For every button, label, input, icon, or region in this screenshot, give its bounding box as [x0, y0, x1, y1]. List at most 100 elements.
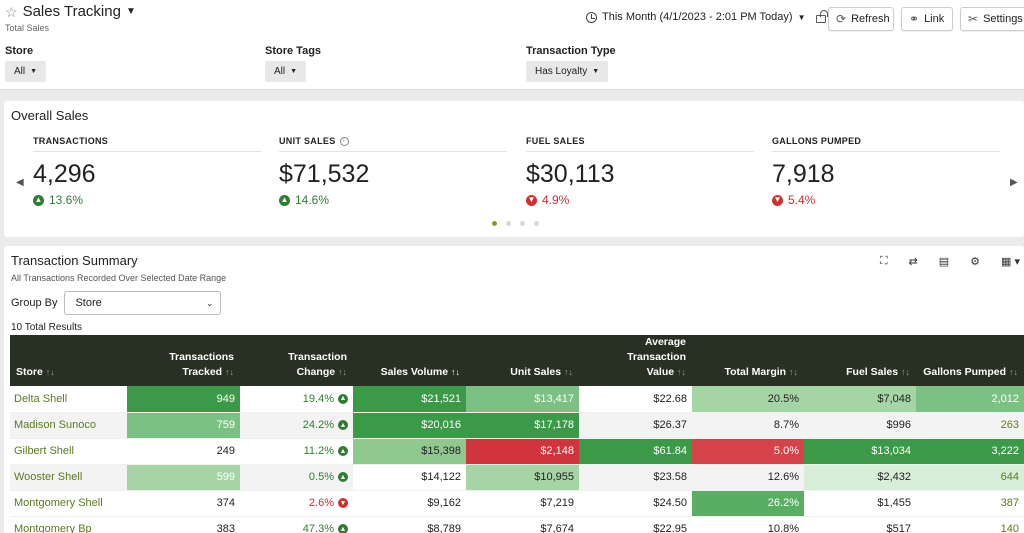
store-link[interactable]: Madison Sunoco [10, 412, 127, 439]
arrow-up-icon: ▲ [33, 194, 44, 206]
kpi-transactions: TRANSACTIONS 4,296 ▲ 13.6% [33, 136, 261, 207]
kpi-change: ▲ 14.6% [279, 193, 330, 207]
carousel-pager [492, 221, 539, 226]
settings-button[interactable]: ✂ Settings [960, 7, 1024, 31]
arrow-down-icon: ▼ [772, 194, 783, 206]
arrow-up-icon: ▲ [338, 420, 348, 430]
cell-fuel-sales: $13,034 [804, 438, 916, 465]
cell-tracked: 374 [127, 490, 240, 517]
cell-gallons: 644 [916, 464, 1024, 491]
kpi-unit-sales: UNIT SALES i $71,532 ▲ 14.6% [279, 136, 507, 207]
cell-unit-sales: $7,674 [466, 516, 579, 533]
cell-tracked: 759 [127, 412, 240, 439]
pager-dot[interactable] [520, 221, 525, 226]
star-icon[interactable]: ☆ [5, 3, 18, 20]
store-link[interactable]: Wooster Shell [10, 464, 127, 491]
info-icon[interactable]: i [339, 136, 349, 146]
refresh-button[interactable]: ⟳ Refresh [828, 7, 894, 31]
cell-avg-value: $22.68 [579, 386, 692, 413]
cell-tracked: 383 [127, 516, 240, 533]
cell-fuel-sales: $517 [804, 516, 916, 533]
carousel-prev-icon[interactable]: ◀ [16, 177, 24, 188]
summary-subtitle: All Transactions Recorded Over Selected … [11, 273, 227, 283]
cell-change: 24.2% ▲ [240, 412, 353, 439]
cell-fuel-sales: $7,048 [804, 386, 916, 413]
carousel-next-icon[interactable]: ▶ [1010, 177, 1018, 188]
gear-icon[interactable]: ⚙ [970, 256, 981, 268]
store-tags-filter-dropdown[interactable]: All ▼ [265, 61, 307, 82]
column-header-fuel-sales[interactable]: Fuel Sales ↑↓ [804, 335, 916, 386]
cell-margin: 5.0% [692, 438, 804, 465]
cell-unit-sales: $7,219 [466, 490, 579, 517]
store-link[interactable]: Gilbert Shell [10, 438, 127, 465]
transaction-type-filter-value: Has Loyalty [535, 66, 588, 77]
link-label: Link [924, 13, 945, 25]
pager-dot[interactable] [534, 221, 539, 226]
overall-sales-panel: Overall Sales ◀ ▶ TRANSACTIONS 4,296 ▲ 1… [4, 101, 1024, 237]
sort-icon: ↑↓ [789, 367, 798, 377]
cell-margin: 8.7% [692, 412, 804, 439]
cell-sales-volume: $8,789 [353, 516, 466, 533]
column-header-transaction-change[interactable]: Transaction Change ↑↓ [240, 335, 353, 386]
group-by-select[interactable]: Store ⌄ [64, 291, 222, 315]
columns-layout-icon[interactable]: ▦ ▾ [1001, 256, 1020, 268]
table-row: Gilbert Shell 249 11.2% ▲ $15,398 $2,148 … [10, 438, 1024, 465]
arrow-up-icon: ▲ [338, 446, 348, 456]
table-row: Wooster Shell 599 0.5% ▲ $14,122 $10,955 … [10, 464, 1024, 491]
sync-icon[interactable]: ⇄ [908, 256, 918, 268]
cell-margin: 20.5% [692, 386, 804, 413]
cell-gallons: 3,222 [916, 438, 1024, 465]
date-range-selector[interactable]: This Month (4/1/2023 - 2:01 PM Today) ▼ [586, 9, 829, 23]
summary-title: Transaction Summary [11, 253, 138, 268]
arrow-up-icon: ▲ [338, 524, 348, 533]
column-header-transactions-tracked[interactable]: Transactions Tracked ↑↓ [127, 335, 240, 386]
caret-down-icon: ▼ [290, 68, 298, 75]
kpi-label: TRANSACTIONS [33, 136, 109, 146]
cell-change: 19.4% ▲ [240, 386, 353, 413]
kpi-label: FUEL SALES [526, 136, 585, 146]
cell-fuel-sales: $996 [804, 412, 916, 439]
arrow-up-icon: ▲ [279, 194, 290, 206]
column-header-total-margin[interactable]: Total Margin ↑↓ [692, 335, 804, 386]
unlock-icon[interactable] [816, 9, 829, 23]
column-header-unit-sales[interactable]: Unit Sales ↑↓ [466, 335, 579, 386]
results-count: 10 Total Results [11, 322, 82, 333]
cell-sales-volume: $9,162 [353, 490, 466, 517]
column-header-store[interactable]: Store ↑↓ [10, 335, 127, 386]
fullscreen-icon[interactable]: ⛶ [879, 255, 888, 267]
cell-gallons: 387 [916, 490, 1024, 517]
caret-down-icon: ▼ [592, 68, 600, 75]
export-icon[interactable]: ▤ [938, 256, 950, 268]
pager-dot[interactable] [492, 221, 497, 226]
page-subtitle: Total Sales [5, 23, 50, 33]
transaction-type-filter-dropdown[interactable]: Has Loyalty ▼ [526, 61, 609, 82]
store-filter-dropdown[interactable]: All ▼ [5, 61, 47, 82]
kpi-value: $30,113 [526, 160, 615, 188]
store-link[interactable]: Montgomery Bp [10, 516, 127, 533]
cell-gallons: 2,012 [916, 386, 1024, 413]
settings-label: Settings [983, 13, 1023, 25]
cell-fuel-sales: $2,432 [804, 464, 916, 491]
pager-dot[interactable] [506, 221, 511, 226]
column-header-average-transaction-value[interactable]: Average Transaction Value ↑↓ [579, 335, 692, 386]
table-row: Montgomery Bp 383 47.3% ▲ $8,789 $7,674 $… [10, 516, 1024, 533]
cell-sales-volume: $14,122 [353, 464, 466, 491]
group-by: Group By Store ⌄ [11, 291, 222, 315]
store-link[interactable]: Montgomery Shell [10, 490, 127, 517]
store-filter-value: All [14, 66, 26, 77]
kpi-value: 7,918 [772, 160, 835, 188]
transaction-summary-panel: Transaction Summary All Transactions Rec… [4, 246, 1024, 533]
kpi-fuel-sales: FUEL SALES $30,113 ▼ 4.9% [526, 136, 754, 207]
store-link[interactable]: Delta Shell [10, 386, 127, 413]
cell-sales-volume: $21,521 [353, 386, 466, 413]
title-dropdown-icon[interactable]: ▼ [125, 6, 136, 17]
column-header-gallons-pumped[interactable]: Gallons Pumped ↑↓ [916, 335, 1024, 386]
table-row: Montgomery Shell 374 2.6% ▼ $9,162 $7,219… [10, 490, 1024, 517]
store-filter-label: Store [5, 45, 34, 57]
link-button[interactable]: ⚭ Link [901, 7, 953, 31]
cell-change: 2.6% ▼ [240, 490, 353, 517]
page-title[interactable]: Sales Tracking [22, 3, 121, 20]
arrow-down-icon: ▼ [338, 498, 348, 508]
column-header-sales-volume[interactable]: Sales Volume ↑↓ [353, 335, 466, 386]
cell-gallons: 263 [916, 412, 1024, 439]
